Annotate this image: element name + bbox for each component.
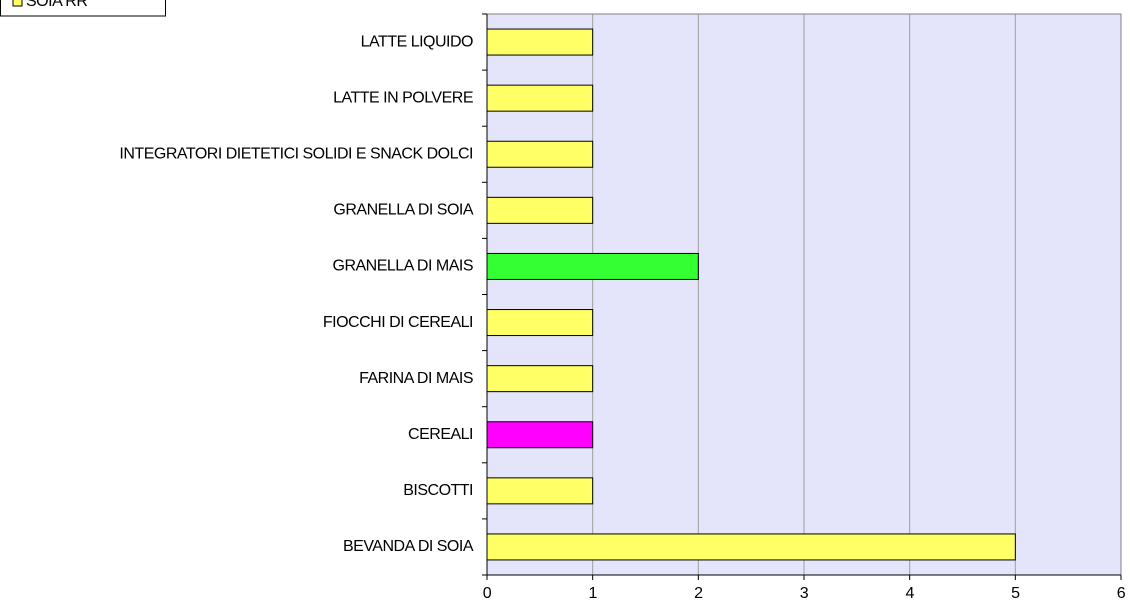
legend-box — [0, 0, 166, 17]
bar — [486, 84, 594, 112]
y-tick-label: BEVANDA DI SOIA — [343, 538, 474, 555]
x-tick-label: 2 — [694, 585, 703, 601]
x-tick-label: 5 — [1011, 585, 1020, 601]
y-tick-label: LATTE LIQUIDO — [361, 33, 473, 50]
legend-label: SOIA RR — [26, 0, 87, 10]
x-tick-label: 3 — [800, 585, 809, 601]
bar — [486, 252, 699, 280]
bar — [486, 28, 594, 56]
y-tick-label: GRANELLA DI MAIS — [333, 258, 474, 275]
bar — [486, 309, 594, 337]
bar — [486, 421, 594, 449]
y-tick-label: BISCOTTI — [403, 482, 473, 499]
y-tick-label: LATTE IN POLVERE — [333, 89, 473, 106]
bar — [486, 196, 594, 224]
x-tick-label: 6 — [1117, 585, 1126, 601]
y-tick-label: INTEGRATORI DIETETICI SOLIDI E SNACK DOL… — [119, 145, 473, 162]
x-tick-label: 4 — [905, 585, 914, 601]
bar — [486, 365, 594, 393]
legend-swatch — [12, 0, 23, 7]
y-tick-label: CEREALI — [408, 426, 473, 443]
y-tick-label: GRANELLA DI SOIA — [333, 202, 473, 219]
bar — [486, 477, 594, 505]
x-tick-label: 1 — [588, 585, 597, 601]
bar — [486, 533, 1016, 561]
y-tick-label: FIOCCHI DI CEREALI — [323, 314, 473, 331]
bar — [486, 140, 594, 168]
y-tick-label: FARINA DI MAIS — [359, 370, 473, 387]
x-tick-label: 0 — [483, 585, 492, 601]
